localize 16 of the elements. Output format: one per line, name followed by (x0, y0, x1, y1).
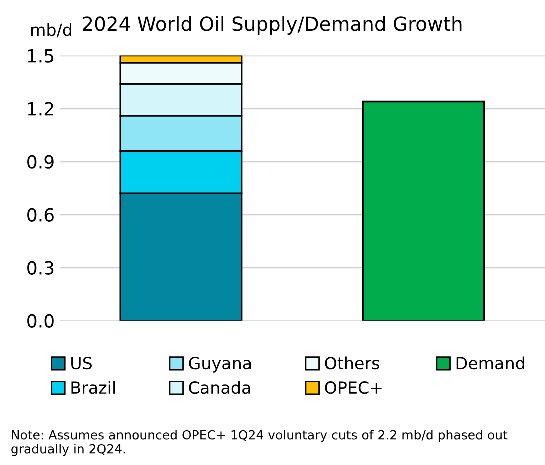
legend-label: Brazil (72, 381, 116, 394)
chart-title: 2024 World Oil Supply/Demand Growth (83, 16, 462, 36)
text: Note: Assumes announced OPEC+ 1Q24 voluntary cuts of 2.2 mb/d phased out gradually in 2Q24. (12, 430, 508, 456)
y-tick-label: 1.5 (28, 49, 54, 63)
y-tick-label: 0.9 (28, 155, 54, 169)
legend-label: US (72, 357, 92, 370)
legend-label: Guyana (189, 357, 252, 373)
legend-label: OPEC+ (325, 382, 382, 394)
legend-label: Canada (189, 381, 250, 394)
y-tick-label: 1.2 (28, 102, 54, 116)
y-tick-label: 0.0 (28, 314, 54, 328)
y-tick-label: 0.6 (28, 208, 54, 222)
legend-label: Others (325, 356, 380, 370)
y-axis-title: mb/d (31, 23, 72, 38)
y-tick-label: 0.3 (28, 261, 54, 275)
legend-label: Demand (456, 356, 524, 370)
